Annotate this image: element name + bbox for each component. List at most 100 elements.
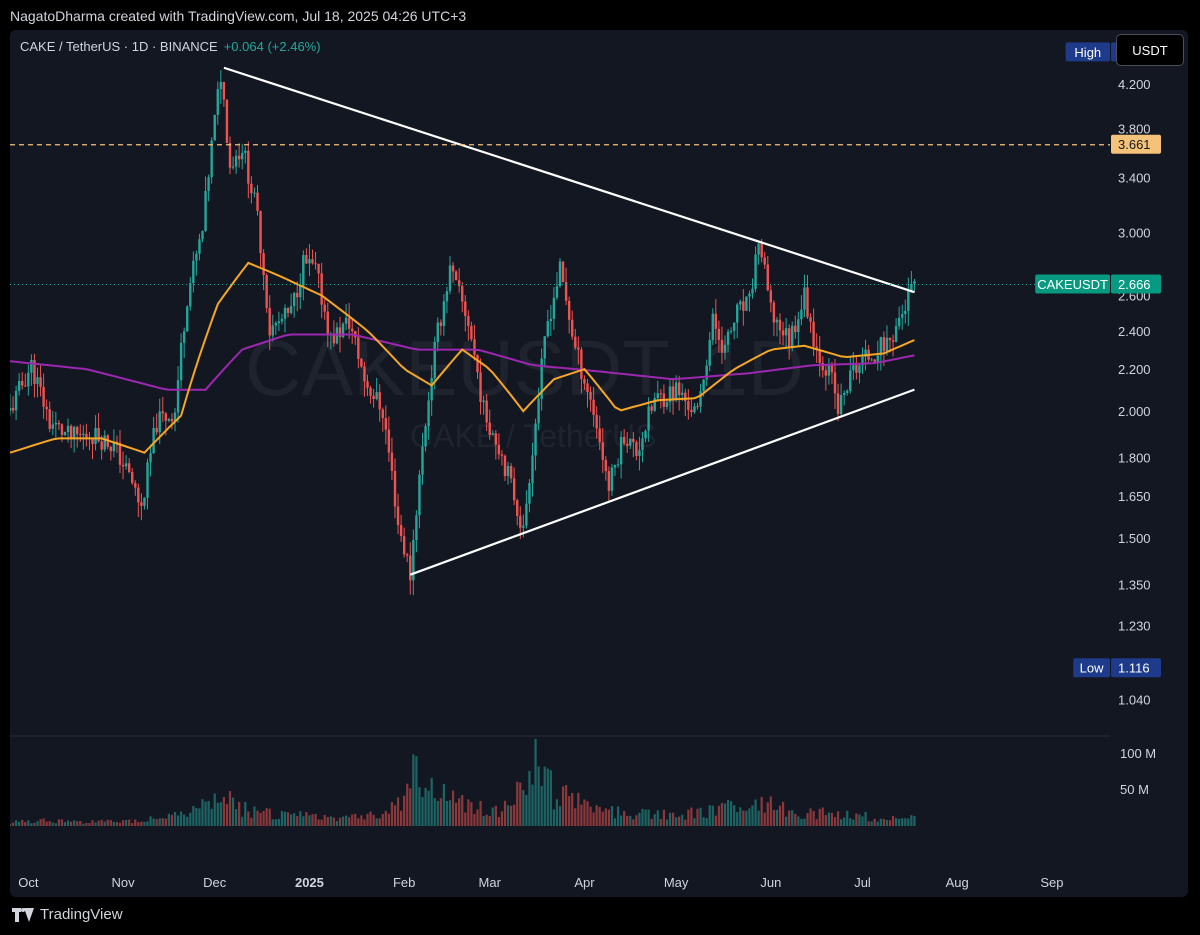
candle-body bbox=[176, 380, 180, 413]
volume-bar bbox=[183, 814, 186, 826]
volume-bar bbox=[763, 812, 766, 826]
volume-bar bbox=[421, 797, 424, 826]
volume-bar bbox=[687, 809, 690, 826]
candle-body bbox=[497, 444, 501, 455]
volume-bar bbox=[97, 820, 100, 826]
candle-body bbox=[137, 487, 140, 503]
trendlines[interactable] bbox=[223, 66, 915, 576]
candle-body bbox=[369, 387, 372, 396]
volume-bar bbox=[396, 797, 400, 826]
volume-bar bbox=[375, 818, 378, 826]
candle-body bbox=[470, 325, 473, 340]
candle-body bbox=[302, 255, 305, 286]
candle-body bbox=[751, 288, 754, 294]
triangle-trendline[interactable] bbox=[409, 388, 915, 576]
candle-body bbox=[677, 382, 681, 395]
candle-body bbox=[10, 407, 12, 412]
candle-body bbox=[543, 336, 546, 359]
volume-bar bbox=[216, 802, 219, 826]
volume-bar bbox=[843, 817, 846, 826]
triangle-trendline[interactable] bbox=[223, 66, 915, 294]
volume-bar bbox=[681, 814, 684, 826]
volume-bar bbox=[864, 811, 867, 826]
candle-body bbox=[69, 425, 73, 440]
candle-body bbox=[815, 346, 818, 350]
volume-bar bbox=[671, 812, 675, 826]
volume-bar bbox=[286, 812, 290, 826]
volume-bar bbox=[470, 802, 473, 826]
time-tick-label: Jul bbox=[854, 875, 871, 890]
volume-bar bbox=[213, 793, 216, 826]
volume-bar bbox=[638, 812, 641, 826]
candle-body bbox=[720, 339, 724, 353]
time-axis[interactable]: Oct Nov Dec 2025 Feb Mar Apr May Jun Jul Aug Sep bbox=[18, 875, 1063, 890]
volume-bar bbox=[241, 816, 244, 826]
volume-bar bbox=[662, 809, 665, 826]
candle-body bbox=[448, 265, 452, 292]
volume-bars bbox=[10, 738, 916, 826]
volume-bar bbox=[473, 813, 476, 826]
candlestick-chart[interactable]: CAKEUSDT, 1D CAKE / TetherUS 4.6004.2003… bbox=[10, 30, 1188, 897]
candle-body bbox=[244, 150, 247, 153]
candle-body bbox=[766, 264, 769, 291]
volume-bar bbox=[131, 823, 134, 826]
volume-bar bbox=[684, 819, 687, 826]
currency-button[interactable]: USDT bbox=[1116, 34, 1184, 66]
volume-bar bbox=[668, 812, 672, 826]
ma-fast-line bbox=[10, 261, 915, 454]
volume-bar bbox=[369, 811, 372, 826]
volume-bar bbox=[91, 820, 94, 826]
volume-bar bbox=[513, 804, 516, 826]
volume-bar bbox=[574, 808, 577, 826]
volume-bar bbox=[76, 821, 79, 826]
candle-body bbox=[124, 463, 128, 467]
candle-body bbox=[833, 372, 837, 394]
volume-bar bbox=[345, 815, 348, 826]
candle-body bbox=[363, 366, 366, 382]
price-tick-label: 2.200 bbox=[1118, 362, 1151, 377]
volume-bar bbox=[751, 805, 754, 826]
volume-bar bbox=[723, 803, 727, 826]
volume-bar bbox=[571, 792, 574, 826]
volume-bar bbox=[626, 815, 629, 826]
chart-panel[interactable]: CAKE / TetherUS · 1D · BINANCE +0.064 (+… bbox=[10, 30, 1188, 897]
candle-body bbox=[650, 406, 653, 411]
volume-bar bbox=[219, 802, 222, 826]
volume-bar bbox=[531, 784, 534, 826]
watermark-text: CAKEUSDT, 1D bbox=[245, 324, 804, 412]
price-tick-label: 1.040 bbox=[1118, 692, 1151, 707]
candle-body bbox=[638, 450, 641, 456]
candle-body bbox=[485, 400, 488, 423]
candle-body bbox=[112, 441, 116, 452]
candle-body bbox=[79, 434, 82, 436]
candle-body bbox=[464, 301, 467, 316]
volume-bar bbox=[635, 815, 638, 826]
volume-bar bbox=[207, 800, 210, 826]
candle-body bbox=[787, 328, 791, 348]
volume-bar bbox=[88, 823, 91, 826]
volume-bar bbox=[458, 798, 461, 826]
candle-body bbox=[809, 317, 812, 322]
volume-bar bbox=[693, 818, 696, 826]
volume-bar bbox=[604, 808, 607, 826]
volume-bar bbox=[815, 819, 818, 826]
symbol-name[interactable]: CAKE / TetherUS · 1D · BINANCE bbox=[20, 39, 218, 54]
volume-bar bbox=[610, 806, 614, 826]
volume-bar bbox=[717, 805, 720, 826]
volume-bar bbox=[555, 799, 559, 826]
volume-bar bbox=[39, 819, 42, 826]
candle-body bbox=[540, 358, 543, 399]
volume-bar bbox=[733, 805, 736, 826]
volume-bar bbox=[442, 784, 445, 826]
volume-bar bbox=[253, 806, 256, 826]
candle-body bbox=[378, 392, 381, 410]
candle-body bbox=[317, 263, 320, 274]
candle-body bbox=[794, 325, 797, 333]
candle-body bbox=[461, 286, 464, 302]
volume-bar bbox=[656, 810, 659, 826]
price-tick-label: 1.230 bbox=[1118, 618, 1151, 633]
candle-body bbox=[140, 502, 143, 506]
candle-body bbox=[904, 310, 907, 315]
candle-body bbox=[357, 337, 360, 359]
volume-bar bbox=[772, 809, 775, 826]
